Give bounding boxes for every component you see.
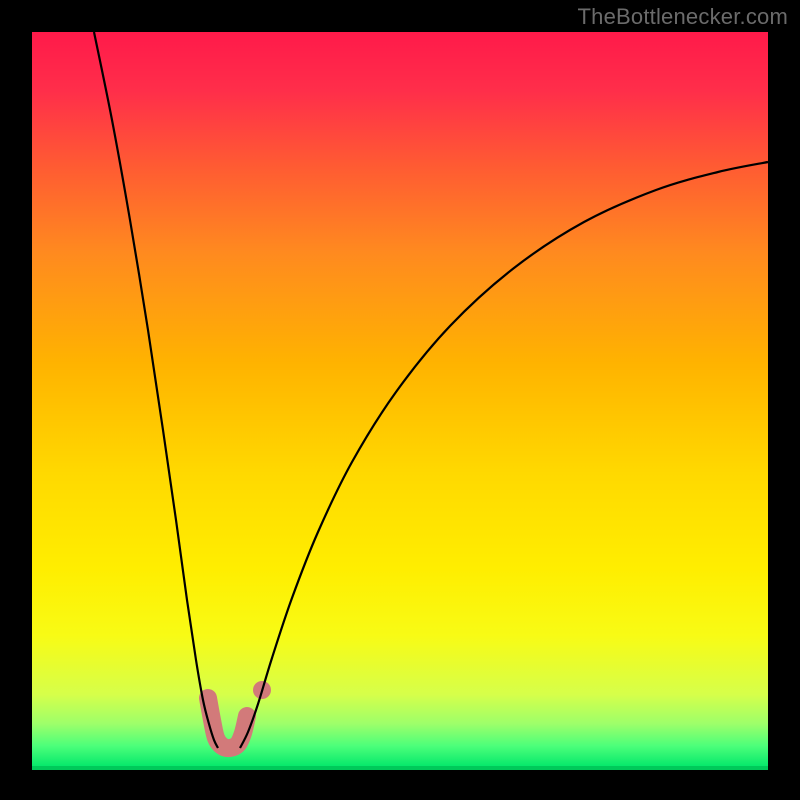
plot-background — [32, 32, 768, 768]
watermark-label: TheBottlenecker.com — [578, 4, 788, 30]
chart-container: TheBottlenecker.com — [0, 0, 800, 800]
baseline-strip — [32, 766, 768, 770]
bottleneck-chart — [0, 0, 800, 800]
